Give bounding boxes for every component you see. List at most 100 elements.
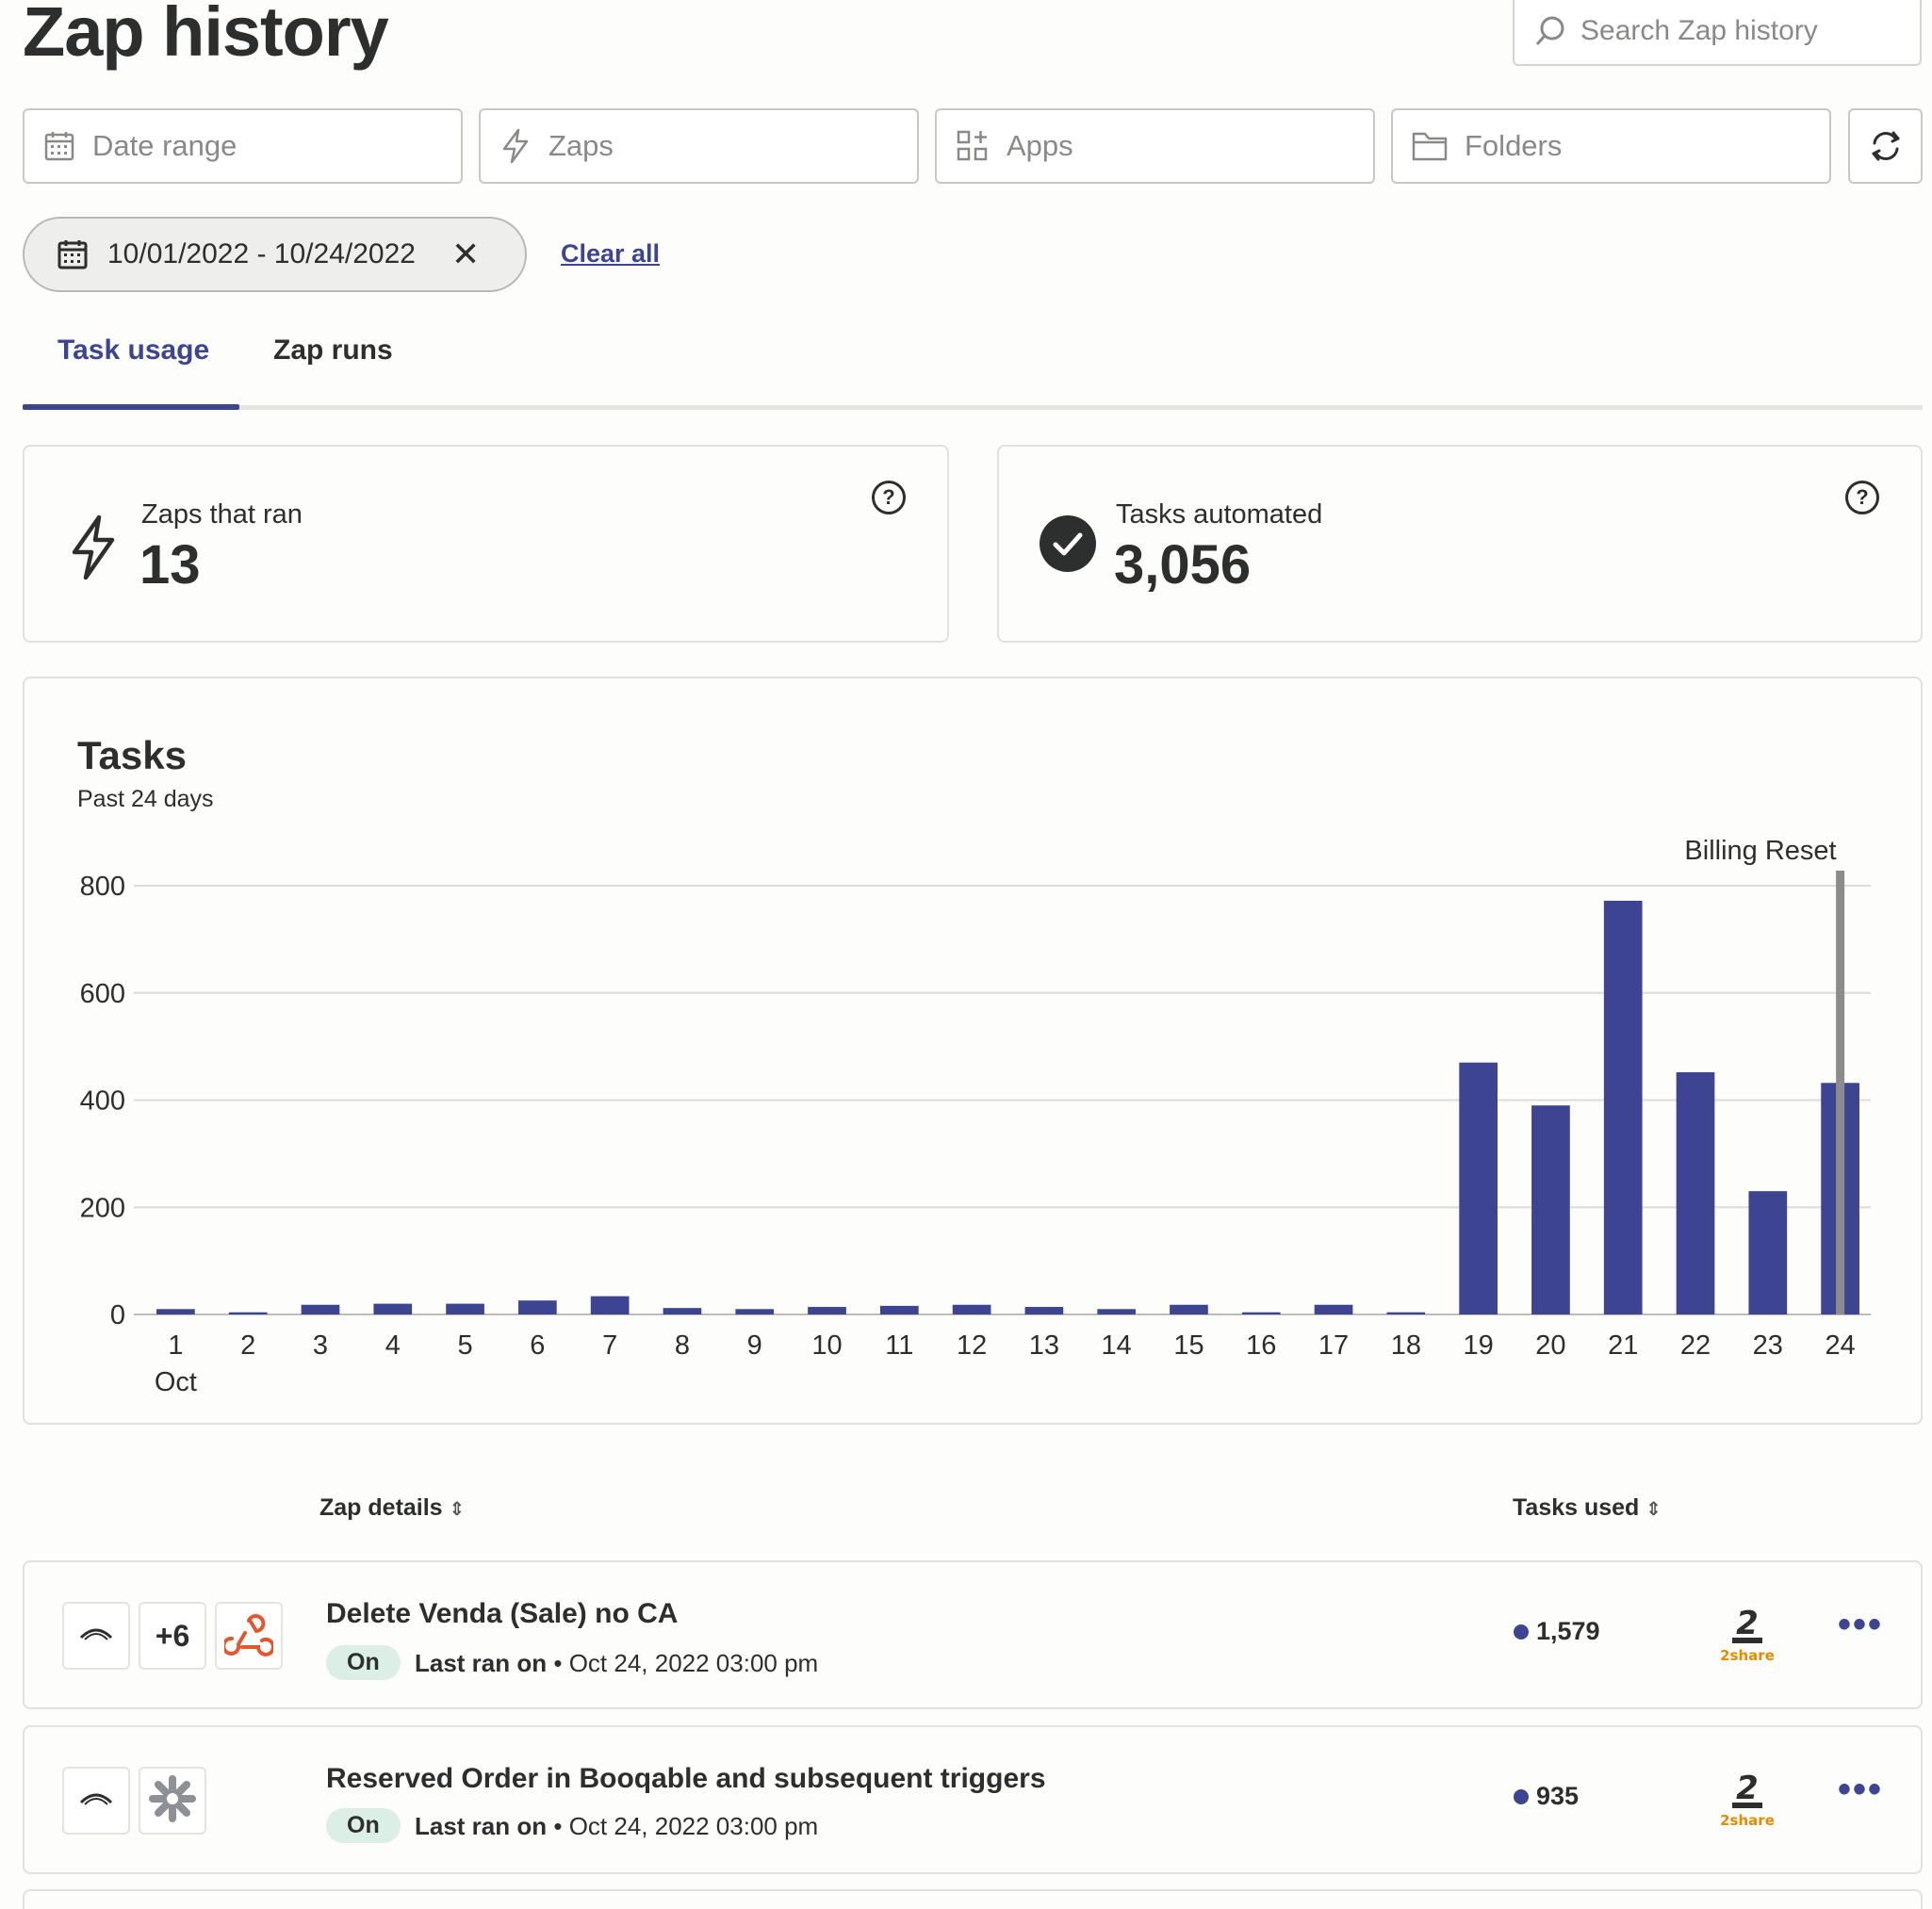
bar bbox=[1531, 1105, 1570, 1314]
expand-toggle[interactable] bbox=[62, 1602, 130, 1670]
x-tick-label: 20 bbox=[1535, 1330, 1565, 1361]
x-month-label: Oct bbox=[155, 1367, 197, 1397]
bar bbox=[663, 1308, 702, 1314]
expand-toggle[interactable] bbox=[62, 1767, 130, 1835]
x-tick-label: 5 bbox=[457, 1330, 472, 1361]
zaps-filter[interactable]: Zaps bbox=[479, 108, 919, 184]
y-tick-label: 400 bbox=[80, 1086, 125, 1117]
more-apps-count: +6 bbox=[139, 1602, 206, 1670]
more-options-icon[interactable]: ••• bbox=[1838, 1604, 1884, 1645]
check-circle-icon bbox=[1039, 514, 1097, 573]
tasks-used: 1,579 bbox=[1514, 1617, 1600, 1646]
x-tick-label: 1 bbox=[168, 1330, 183, 1361]
help-icon[interactable]: ? bbox=[1845, 481, 1879, 514]
zaps-ran-value: 13 bbox=[139, 534, 201, 596]
chart-subtitle: Past 24 days bbox=[77, 786, 214, 812]
date-range-label: Date range bbox=[92, 129, 237, 162]
y-tick-label: 0 bbox=[110, 1300, 125, 1330]
folders-filter[interactable]: Folders bbox=[1391, 108, 1831, 184]
last-ran: Last ran on • Oct 24, 2022 03:00 pm bbox=[415, 1812, 818, 1841]
bar bbox=[446, 1303, 484, 1314]
bar bbox=[1097, 1309, 1137, 1314]
refresh-button[interactable] bbox=[1848, 108, 1923, 184]
x-tick-label: 12 bbox=[957, 1330, 987, 1361]
billing-reset-label: Billing Reset bbox=[1684, 836, 1836, 866]
chevron-up-icon bbox=[79, 1789, 113, 1813]
bar bbox=[735, 1309, 775, 1314]
app-icon bbox=[139, 1767, 206, 1835]
page-title: Zap history bbox=[23, 0, 389, 71]
svg-text:2: 2 bbox=[1736, 1605, 1759, 1642]
x-tick-label: 18 bbox=[1391, 1330, 1421, 1361]
last-ran-time: • Oct 24, 2022 03:00 pm bbox=[553, 1649, 819, 1677]
search-placeholder: Search Zap history bbox=[1580, 15, 1818, 46]
last-ran-label: Last ran on bbox=[415, 1649, 548, 1677]
tab-zap-runs[interactable]: Zap runs bbox=[273, 334, 393, 366]
bar bbox=[228, 1312, 268, 1314]
apps-filter[interactable]: Apps bbox=[935, 108, 1375, 184]
zaps-ran-label: Zaps that ran bbox=[141, 499, 303, 530]
remove-filter-icon[interactable]: ✕ bbox=[450, 235, 481, 273]
webhook-icon bbox=[221, 1610, 275, 1662]
folder-icon bbox=[1412, 130, 1448, 162]
bar bbox=[1603, 900, 1643, 1314]
bar bbox=[373, 1303, 413, 1314]
bar bbox=[590, 1296, 630, 1314]
zap-title[interactable]: Reserved Order in Booqable and subsequen… bbox=[326, 1763, 1046, 1794]
refresh-icon bbox=[1867, 127, 1905, 165]
date-filter-chip: 10/01/2022 - 10/24/2022 ✕ bbox=[23, 217, 527, 292]
x-tick-label: 24 bbox=[1825, 1330, 1855, 1361]
bar bbox=[1241, 1312, 1281, 1314]
tasks-used-header[interactable]: Tasks used ⇕ bbox=[1513, 1494, 1662, 1522]
status-badge: On bbox=[326, 1645, 401, 1680]
x-tick-label: 21 bbox=[1608, 1330, 1638, 1361]
bar bbox=[808, 1307, 846, 1314]
last-ran-time: • Oct 24, 2022 03:00 pm bbox=[553, 1812, 819, 1840]
tab-active-indicator bbox=[23, 404, 239, 410]
status-dot bbox=[1514, 1788, 1529, 1804]
folders-label: Folders bbox=[1465, 129, 1563, 162]
calendar-icon bbox=[43, 130, 75, 162]
x-tick-label: 14 bbox=[1102, 1330, 1132, 1361]
status-badge: On bbox=[326, 1808, 401, 1843]
bar bbox=[1386, 1312, 1426, 1314]
x-tick-label: 15 bbox=[1173, 1330, 1203, 1361]
bar bbox=[518, 1300, 557, 1314]
table-row[interactable]: Reserved Order in Booqable and subsequen… bbox=[23, 1725, 1923, 1874]
tab-task-usage[interactable]: Task usage bbox=[57, 334, 210, 366]
zap-title[interactable]: Delete Venda (Sale) no CA bbox=[326, 1598, 679, 1629]
status-dot bbox=[1514, 1623, 1529, 1640]
x-tick-label: 16 bbox=[1246, 1330, 1276, 1361]
bar bbox=[156, 1309, 195, 1314]
clear-all-link[interactable]: Clear all bbox=[561, 239, 661, 268]
more-options-icon[interactable]: ••• bbox=[1838, 1769, 1884, 1810]
calendar-icon bbox=[57, 238, 89, 270]
help-icon[interactable]: ? bbox=[872, 481, 906, 514]
bar bbox=[1748, 1191, 1788, 1314]
tasks-used-value: 1,579 bbox=[1536, 1617, 1600, 1645]
bolt-icon bbox=[499, 128, 532, 164]
zaps-ran-card: Zaps that ran 13 ? bbox=[23, 445, 949, 643]
date-range-filter[interactable]: Date range bbox=[23, 108, 463, 184]
sort-icon: ⇕ bbox=[449, 1499, 466, 1520]
bar bbox=[301, 1304, 340, 1314]
search-input[interactable]: Search Zap history bbox=[1513, 0, 1922, 66]
x-tick-label: 6 bbox=[530, 1330, 545, 1361]
tasks-automated-label: Tasks automated bbox=[1116, 499, 1323, 530]
x-tick-label: 3 bbox=[313, 1330, 328, 1361]
table-row[interactable]: +6 Delete Venda (Sale) no CA On Last ran… bbox=[23, 1560, 1923, 1709]
x-tick-label: 19 bbox=[1464, 1330, 1494, 1361]
tasks-used-value: 935 bbox=[1536, 1782, 1580, 1810]
owner-avatar: 2 2share bbox=[1719, 1604, 1776, 1666]
y-tick-label: 200 bbox=[80, 1193, 125, 1223]
last-ran-label: Last ran on bbox=[415, 1812, 548, 1840]
x-tick-label: 9 bbox=[747, 1330, 762, 1361]
y-tick-label: 600 bbox=[80, 979, 125, 1009]
table-row[interactable] bbox=[23, 1889, 1923, 1909]
x-tick-label: 22 bbox=[1680, 1330, 1711, 1361]
bar bbox=[1024, 1307, 1064, 1314]
zap-details-header[interactable]: Zap details ⇕ bbox=[319, 1494, 465, 1522]
tab-underline bbox=[23, 405, 1923, 410]
owner-logo-text: 2share bbox=[1720, 1812, 1775, 1829]
